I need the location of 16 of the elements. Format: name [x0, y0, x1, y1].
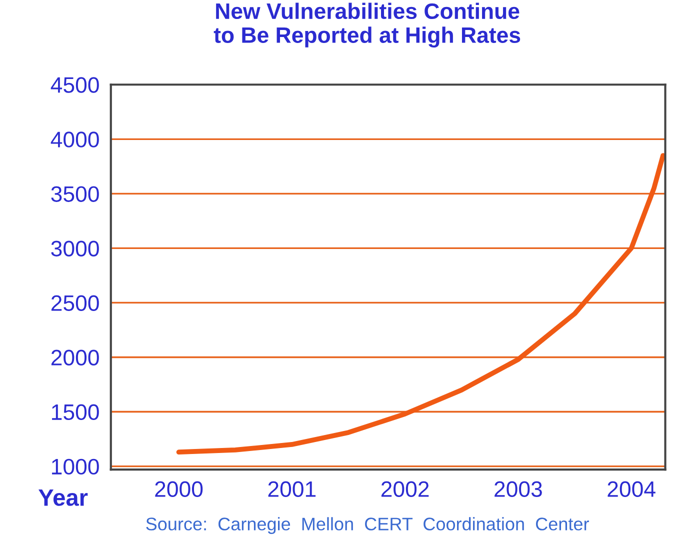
source-note: Source: Carnegie Mellon CERT Coordination Center	[146, 517, 589, 534]
y-tick-label: 2000	[51, 350, 99, 366]
x-tick-label: 2002	[381, 481, 429, 497]
x-tick-label: 2001	[268, 481, 316, 497]
y-tick-label: 3500	[51, 186, 99, 202]
y-tick-label: 1000	[52, 458, 99, 475]
x-tick-label: 2003	[494, 481, 542, 497]
x-tick-label: 2004	[608, 481, 656, 497]
y-tick-label: 2500	[51, 295, 99, 311]
y-tick-label: 4500	[50, 77, 99, 93]
x-tick-label: 2000	[155, 481, 203, 497]
y-tick-label: 4000	[50, 132, 99, 148]
chart-title: New Vulnerabilities Continue to Be Reported at High Rates	[214, 2, 520, 48]
x-axis-title: Year	[38, 489, 88, 506]
y-tick-label: 1500	[52, 404, 99, 420]
y-tick-label: 3000	[51, 240, 99, 256]
